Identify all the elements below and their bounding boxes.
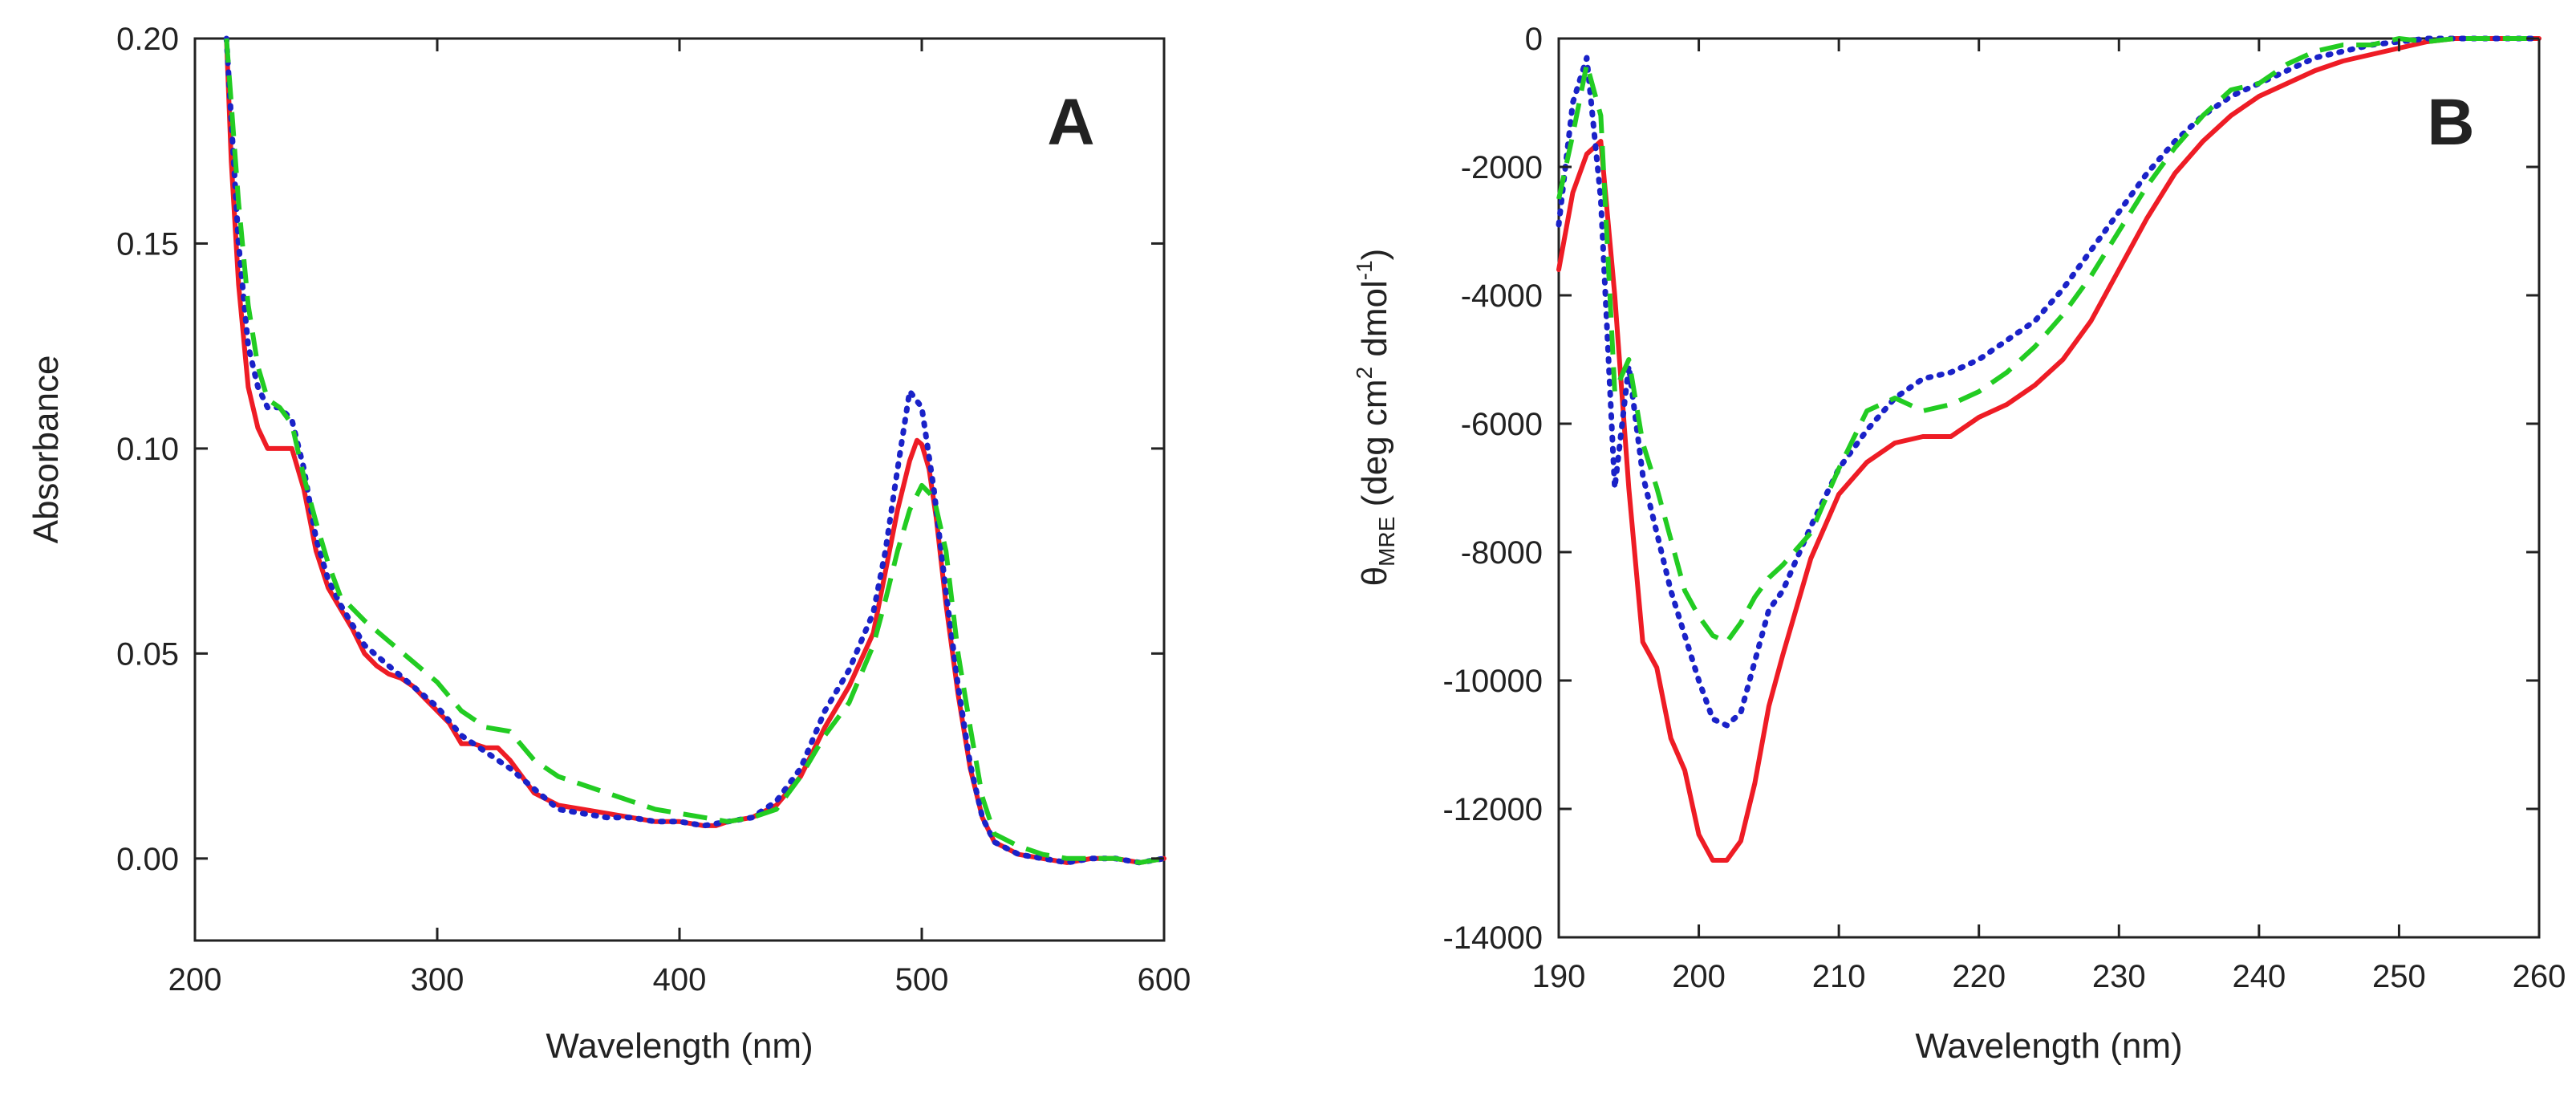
panel-a-series-group <box>223 35 1167 866</box>
panel-b-y-tick-label-4: -8000 <box>1461 535 1543 571</box>
panel-a-y-axis-title: Absorbance <box>26 356 66 544</box>
panel-a-series-dashed-line <box>224 38 1165 865</box>
panel-a-x-tick-label-2: 400 <box>653 962 707 997</box>
panel-b-y-tick-label-3: -6000 <box>1461 407 1543 442</box>
panel-a-series-dotted-line <box>223 35 1167 866</box>
panel-a-y-tick-label-0: 0.00 <box>116 842 179 877</box>
panel-a-plot-frame <box>193 37 1166 942</box>
panel-b-series-group <box>1556 35 2542 863</box>
panel-a-x-tick-label-0: 200 <box>168 962 222 997</box>
panel-b-x-tick-label-2: 210 <box>1812 959 1866 994</box>
panel-a-y-tick-label-4: 0.20 <box>116 22 179 57</box>
panel-b-y-tick-label-7: -14000 <box>1442 920 1543 956</box>
panel-b-y-tick-label-6: -12000 <box>1442 792 1543 827</box>
panel-a-ticks-group: 200 300 400 500 600 0.00 0.05 0.10 0.15 0.20 <box>116 22 1191 997</box>
panel-b-y-tick-label-0: 0 <box>1525 22 1543 57</box>
panel-a-x-axis-title: Wavelength (nm) <box>546 1026 813 1066</box>
panel-b-y-axis-superscript1: 2 <box>1352 367 1377 380</box>
panel-b-x-tick-label-0: 190 <box>1532 959 1586 994</box>
panel-a-series-solid-line <box>224 36 1166 865</box>
panel-b-series-dotted-line <box>1556 35 2542 729</box>
panel-a-letter: A <box>1047 86 1094 159</box>
panel-b-x-tick-label-7: 260 <box>2513 959 2566 994</box>
panel-b-x-tick-label-5: 240 <box>2232 959 2286 994</box>
panel-a-y-tick-label-1: 0.05 <box>116 636 179 672</box>
panel-b-y-axis-unit-end: ) <box>1355 249 1394 261</box>
panel-a: 200 300 400 500 600 0.00 0.05 0.10 0.15 0.20 A Wa… <box>26 22 1191 1066</box>
panel-b-x-tick-label-4: 230 <box>2092 959 2146 994</box>
panel-b-x-tick-label-6: 250 <box>2372 959 2426 994</box>
panel-b-y-axis-unit-part1: (deg cm <box>1355 379 1394 516</box>
panel-b-x-tick-label-3: 220 <box>1952 959 2006 994</box>
panel-b-letter: B <box>2427 86 2474 159</box>
panel-b-x-axis-title: Wavelength (nm) <box>1915 1026 2182 1066</box>
panel-b-y-axis-title: θMRE (deg cm2 dmol-1) <box>1352 249 1399 587</box>
panel-a-x-tick-label-4: 600 <box>1138 962 1191 997</box>
panel-b-ticks-group: 190 200 210 220 230 240 250 260 0 -2000 -4000 -6000… <box>1442 22 2566 994</box>
panel-b-y-axis-unit-part2: dmol <box>1355 280 1394 367</box>
panel-b-y-tick-label-2: -4000 <box>1461 278 1543 314</box>
panel-b-series-dashed-line <box>1556 36 2539 644</box>
panel-b-series-solid-line <box>1556 36 2542 863</box>
panel-a-x-tick-label-1: 300 <box>411 962 464 997</box>
panel-b-y-axis-theta: θ <box>1355 567 1394 586</box>
panel-b-x-tick-label-1: 200 <box>1672 959 1726 994</box>
panel-b: 190 200 210 220 230 240 250 260 0 -2000 -4000 -6000… <box>1352 22 2566 1066</box>
panel-b-y-axis-subscript: MRE <box>1374 517 1399 567</box>
panel-a-y-tick-label-2: 0.10 <box>116 432 179 467</box>
panel-a-x-tick-label-3: 500 <box>895 962 949 997</box>
panel-b-plot-frame <box>1557 37 2541 939</box>
panel-b-y-axis-superscript2: -1 <box>1352 260 1377 280</box>
panel-a-y-tick-label-3: 0.15 <box>116 226 179 262</box>
panel-b-y-tick-label-1: -2000 <box>1461 150 1543 185</box>
panel-b-y-tick-label-5: -10000 <box>1442 664 1543 699</box>
